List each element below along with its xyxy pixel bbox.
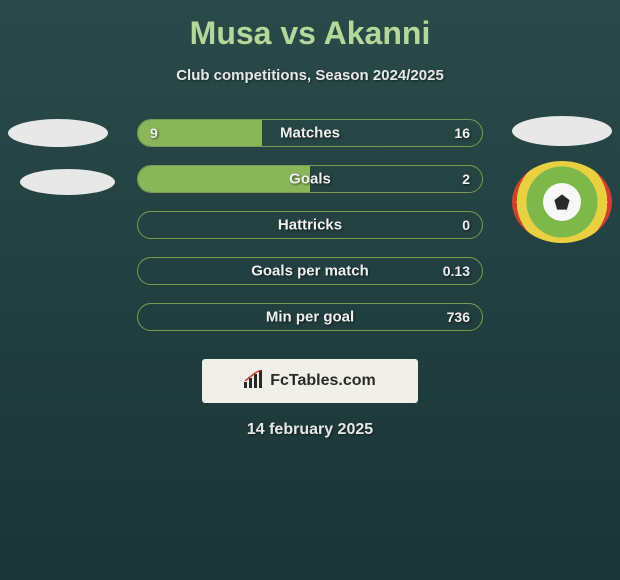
date: 14 february 2025 <box>247 421 373 439</box>
page-title: Musa vs Akanni <box>190 15 431 52</box>
attribution-text: FcTables.com <box>270 372 376 390</box>
chart-icon <box>244 370 264 393</box>
stat-bar: Min per goal 736 <box>137 303 483 331</box>
badge-right-top <box>512 116 612 146</box>
stat-bar: Goals 2 <box>137 165 483 193</box>
stat-bar: Goals per match 0.13 <box>137 257 483 285</box>
stat-fill-left <box>138 166 310 192</box>
stat-value-right: 2 <box>462 171 470 187</box>
stat-label: Goals <box>289 171 331 188</box>
stat-label: Min per goal <box>266 309 354 326</box>
stat-label: Hattricks <box>278 217 342 234</box>
badge-left-bottom <box>20 169 115 195</box>
stat-label: Matches <box>280 125 340 142</box>
badge-left-top <box>8 119 108 147</box>
stat-value-right: 736 <box>447 309 470 325</box>
stats-section: 9 Matches 16 Goals 2 Hattricks 0 Goals per matc… <box>0 119 620 349</box>
stat-value-left: 9 <box>150 125 158 141</box>
stat-value-right: 0.13 <box>443 263 470 279</box>
stat-value-right: 16 <box>454 125 470 141</box>
stat-bar: 9 Matches 16 <box>137 119 483 147</box>
club-crest-icon <box>512 161 612 243</box>
attribution-logo[interactable]: FcTables.com <box>202 359 418 403</box>
soccer-ball-icon <box>543 183 581 221</box>
subtitle: Club competitions, Season 2024/2025 <box>176 67 444 84</box>
stat-bar: Hattricks 0 <box>137 211 483 239</box>
stat-value-right: 0 <box>462 217 470 233</box>
stat-label: Goals per match <box>251 263 369 280</box>
